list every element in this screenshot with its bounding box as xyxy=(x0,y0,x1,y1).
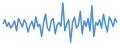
series-line xyxy=(3,3,117,42)
chart xyxy=(0,0,120,45)
plot-area xyxy=(3,3,117,42)
